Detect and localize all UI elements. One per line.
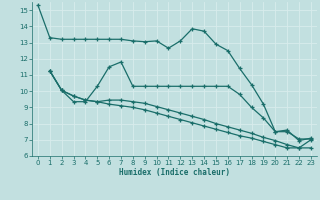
X-axis label: Humidex (Indice chaleur): Humidex (Indice chaleur) [119,168,230,177]
